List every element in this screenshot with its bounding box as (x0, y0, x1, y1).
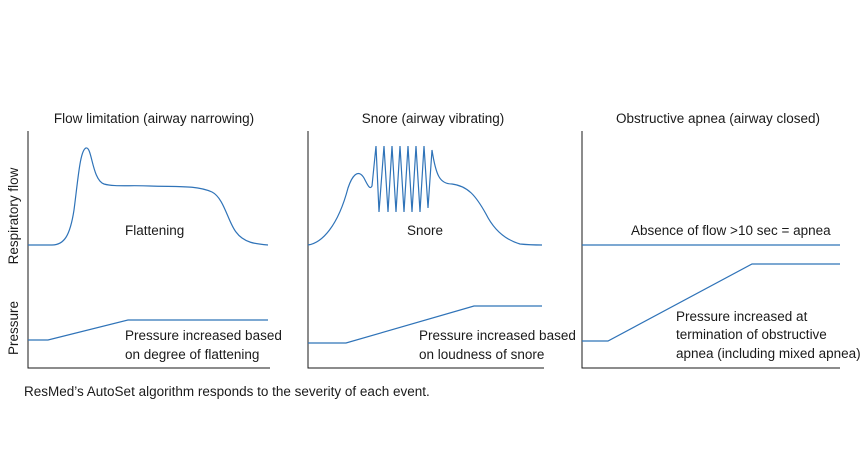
pressure-annotation-line-2: termination of obstructive (676, 327, 827, 342)
panel-axes (307, 131, 544, 369)
panel-snore: Snore (airway vibrating) Snore Pressure … (307, 111, 576, 369)
panel-flow-limitation: Flow limitation (airway narrowing) Flatt… (27, 111, 282, 369)
pressure-annotation-line-1: Pressure increased based (125, 328, 282, 343)
panel-obstructive-apnea: Obstructive apnea (airway closed) Absenc… (581, 111, 860, 369)
flow-trace (307, 145, 543, 246)
pressure-annotation-line-2: on degree of flattening (125, 347, 259, 362)
panel-title: Flow limitation (airway narrowing) (54, 111, 254, 126)
panel-axes (27, 131, 270, 369)
pressure-trace (28, 319, 268, 341)
pressure-trace (582, 263, 840, 342)
panel-axes (581, 131, 840, 369)
pressure-axis-label: Pressure (6, 301, 21, 355)
flow-axis-label: Respiratory flow (6, 167, 21, 264)
panel-title: Obstructive apnea (airway closed) (616, 111, 820, 126)
pressure-annotation-line-1: Pressure increased based (419, 328, 576, 343)
flow-annotation: Snore (407, 223, 443, 238)
pressure-annotation-line-3: apnea (including mixed apnea) (676, 346, 860, 361)
pressure-annotation-line-2: on loudness of snore (419, 347, 544, 362)
pressure-trace (308, 305, 542, 344)
flow-trace (28, 147, 269, 246)
flow-annotation: Absence of flow >10 sec = apnea (631, 223, 831, 238)
pressure-annotation-line-1: Pressure increased at (676, 309, 808, 324)
panel-title: Snore (airway vibrating) (362, 111, 505, 126)
figure-caption: ResMed’s AutoSet algorithm responds to t… (24, 384, 430, 399)
flow-annotation: Flattening (125, 223, 184, 238)
